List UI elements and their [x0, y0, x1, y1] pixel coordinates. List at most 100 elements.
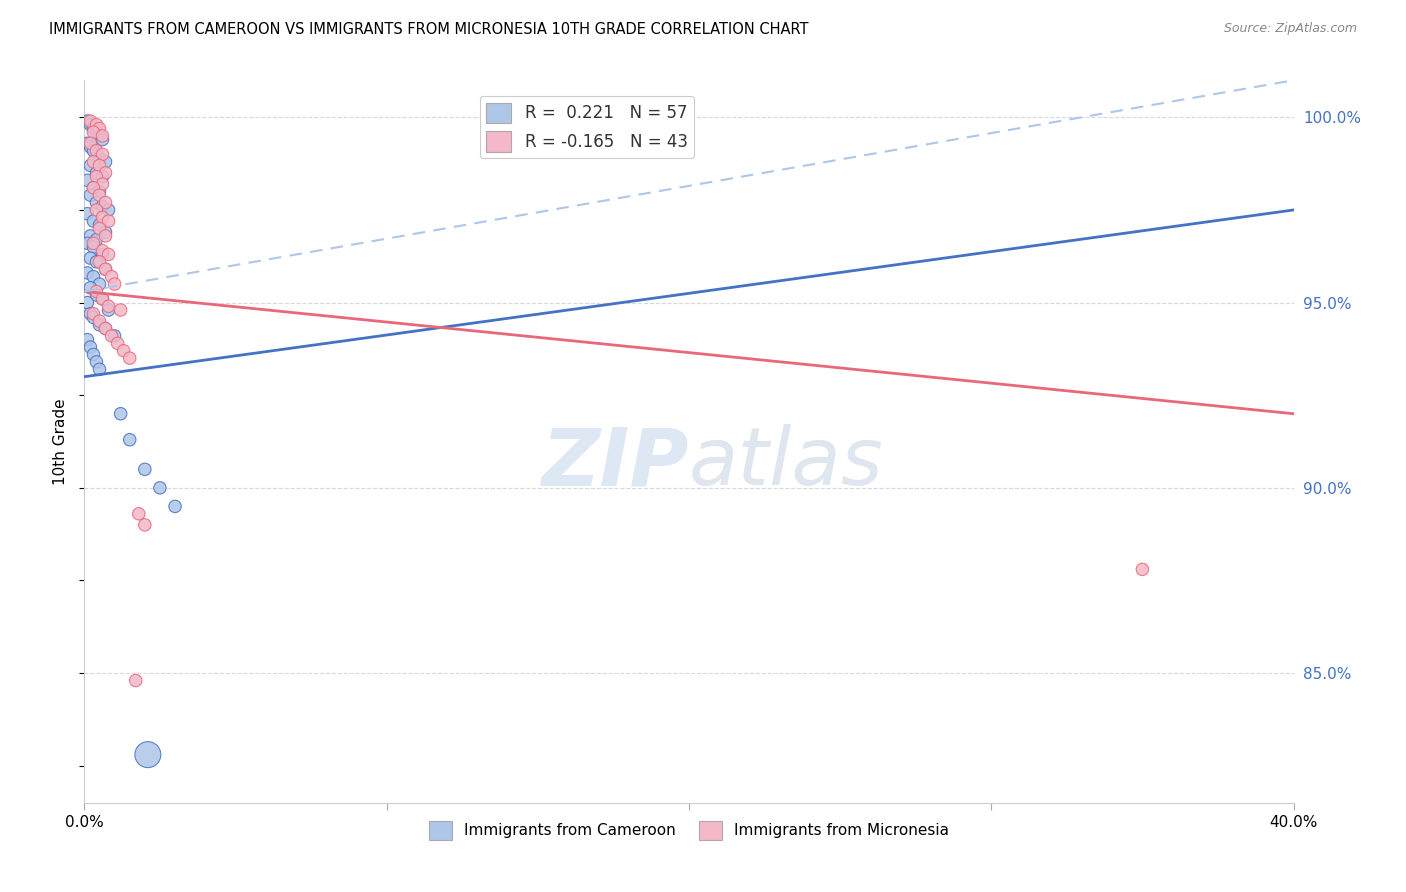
Point: [89, 128, 111, 143]
Point: [125, 673, 148, 688]
Point: [94, 262, 117, 277]
Point: [128, 507, 150, 521]
Text: IMMIGRANTS FROM CAMEROON VS IMMIGRANTS FROM MICRONESIA 10TH GRADE CORRELATION CH: IMMIGRANTS FROM CAMEROON VS IMMIGRANTS F…: [49, 22, 808, 37]
Point: [118, 433, 141, 447]
Point: [97, 299, 120, 313]
Point: [76, 266, 98, 280]
Point: [91, 244, 114, 258]
Point: [1130, 562, 1153, 576]
Point: [86, 195, 108, 210]
Y-axis label: 10th Grade: 10th Grade: [53, 398, 69, 485]
Point: [89, 314, 111, 328]
Point: [94, 154, 117, 169]
Point: [79, 340, 101, 354]
Point: [86, 202, 108, 217]
Text: ZIP: ZIP: [541, 425, 689, 502]
Point: [104, 277, 127, 291]
Point: [91, 211, 114, 225]
Point: [76, 114, 98, 128]
Point: [86, 288, 108, 302]
Point: [82, 347, 104, 361]
Point: [82, 310, 104, 325]
Point: [134, 517, 156, 532]
Point: [91, 147, 114, 161]
Point: [94, 262, 117, 277]
Point: [89, 221, 111, 235]
Point: [91, 292, 114, 306]
Point: [94, 225, 117, 239]
Point: [82, 125, 104, 139]
Point: [89, 277, 111, 291]
Point: [97, 247, 120, 261]
Point: [97, 202, 120, 217]
Text: Source: ZipAtlas.com: Source: ZipAtlas.com: [1223, 22, 1357, 36]
Point: [89, 362, 111, 376]
Point: [82, 269, 104, 284]
Point: [89, 255, 111, 269]
Point: [91, 169, 114, 184]
Point: [82, 180, 104, 194]
Point: [76, 333, 98, 347]
Point: [79, 188, 101, 202]
Point: [107, 336, 129, 351]
Point: [76, 236, 98, 251]
Point: [82, 214, 104, 228]
Point: [149, 481, 172, 495]
Point: [100, 269, 122, 284]
Point: [86, 118, 108, 132]
Point: [79, 307, 101, 321]
Point: [86, 285, 108, 299]
Point: [76, 295, 98, 310]
Point: [86, 233, 108, 247]
Point: [76, 207, 98, 221]
Text: atlas: atlas: [689, 425, 884, 502]
Point: [82, 307, 104, 321]
Point: [104, 329, 127, 343]
Point: [165, 500, 187, 514]
Point: [82, 240, 104, 254]
Point: [91, 247, 114, 261]
Point: [118, 351, 141, 366]
Point: [79, 228, 101, 243]
Point: [89, 159, 111, 173]
Point: [97, 214, 120, 228]
Point: [112, 343, 135, 358]
Point: [97, 303, 120, 318]
Point: [79, 281, 101, 295]
Point: [86, 166, 108, 180]
Point: [89, 185, 111, 199]
Point: [86, 355, 108, 369]
Point: [89, 318, 111, 332]
Point: [94, 166, 117, 180]
Point: [91, 292, 114, 306]
Point: [76, 173, 98, 187]
Point: [82, 154, 104, 169]
Point: [94, 321, 117, 335]
Point: [89, 218, 111, 232]
Point: [110, 303, 132, 318]
Point: [79, 159, 101, 173]
Point: [79, 118, 101, 132]
Point: [86, 255, 108, 269]
Point: [79, 140, 101, 154]
Point: [76, 136, 98, 151]
Point: [100, 329, 122, 343]
Point: [91, 177, 114, 191]
Point: [86, 169, 108, 184]
Point: [94, 228, 117, 243]
Point: [94, 321, 117, 335]
Point: [82, 180, 104, 194]
Point: [82, 236, 104, 251]
Point: [79, 251, 101, 265]
Point: [136, 747, 159, 762]
Point: [134, 462, 156, 476]
Point: [91, 199, 114, 213]
Point: [82, 121, 104, 136]
Point: [89, 151, 111, 165]
Point: [86, 125, 108, 139]
Point: [79, 136, 101, 151]
Point: [89, 121, 111, 136]
Point: [86, 144, 108, 158]
Point: [91, 128, 114, 143]
Point: [110, 407, 132, 421]
